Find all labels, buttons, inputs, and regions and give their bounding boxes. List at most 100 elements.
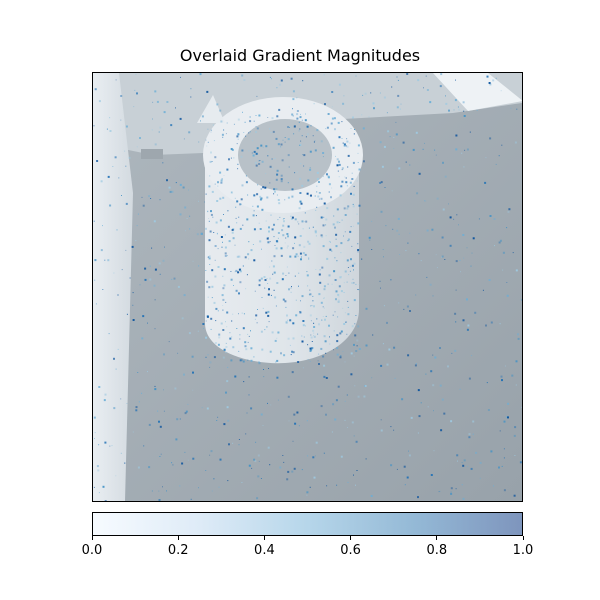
gradient-speck (180, 76, 181, 78)
gradient-speck (277, 219, 279, 221)
gradient-speck (439, 347, 441, 349)
gradient-speck (347, 300, 349, 302)
gradient-speck (254, 460, 257, 463)
gradient-speck (248, 394, 250, 396)
gradient-speck (320, 216, 323, 219)
gradient-speck (489, 137, 492, 140)
gradient-speck (329, 336, 330, 338)
gradient-speck (271, 117, 274, 120)
gradient-speck (335, 245, 338, 248)
gradient-speck (318, 273, 321, 276)
gradient-speck (197, 330, 199, 332)
gradient-speck (302, 228, 304, 230)
gradient-speck (225, 301, 227, 303)
gradient-speck (278, 108, 281, 111)
gradient-speck (346, 394, 348, 396)
gradient-speck (289, 255, 292, 258)
gradient-speck (166, 179, 168, 182)
gradient-speck (430, 370, 433, 373)
gradient-speck (479, 477, 481, 479)
gradient-speck (228, 443, 230, 446)
gradient-speck (355, 350, 358, 352)
gradient-speck (368, 116, 370, 118)
gradient-speck (229, 337, 232, 340)
gradient-speck (347, 427, 348, 428)
gradient-speck (344, 312, 346, 314)
gradient-speck (280, 178, 283, 181)
gradient-speck (506, 227, 508, 229)
gradient-speck (144, 278, 147, 281)
gradient-speck (109, 117, 111, 119)
gradient-speck (256, 205, 259, 208)
gradient-speck (340, 242, 343, 245)
gradient-speck (286, 314, 288, 317)
gradient-speck (339, 194, 342, 197)
gradient-speck (479, 461, 482, 464)
gradient-speck (316, 129, 319, 132)
gradient-speck (142, 204, 145, 207)
gradient-speck (310, 320, 312, 322)
gradient-speck (170, 124, 173, 127)
gradient-speck (209, 160, 212, 163)
gradient-speck (239, 281, 242, 284)
gradient-speck (136, 225, 138, 227)
gradient-speck (275, 188, 278, 190)
gradient-speck (135, 240, 137, 242)
gradient-speck (304, 119, 307, 122)
gradient-speck (309, 349, 312, 352)
gradient-speck (243, 79, 246, 81)
gradient-speck (380, 429, 383, 432)
gradient-speck (186, 218, 188, 219)
gradient-speck (329, 241, 331, 243)
gradient-speck (209, 366, 211, 368)
gradient-speck (351, 178, 354, 180)
gradient-speck (124, 462, 126, 464)
gradient-speck (396, 468, 398, 470)
gradient-speck (275, 137, 278, 140)
gradient-speck (273, 236, 275, 238)
gradient-speck (296, 113, 299, 116)
gradient-speck (209, 175, 211, 177)
gradient-speck (269, 128, 271, 130)
gradient-speck (109, 204, 112, 207)
gradient-speck (352, 193, 355, 196)
gradient-speck (336, 334, 339, 337)
gradient-speck (455, 321, 457, 323)
gradient-speck (244, 256, 247, 259)
gradient-speck (263, 276, 266, 278)
gradient-speck (284, 242, 286, 244)
gradient-speck (257, 454, 260, 457)
gradient-speck (282, 298, 285, 301)
gradient-speck (342, 102, 345, 105)
gradient-speck (222, 298, 225, 301)
gradient-speck (301, 119, 303, 121)
gradient-speck (205, 356, 207, 358)
gradient-speck (293, 125, 296, 128)
gradient-speck (314, 149, 317, 152)
gradient-speck (274, 190, 276, 193)
gradient-speck (435, 254, 437, 256)
gradient-speck (184, 412, 187, 415)
gradient-speck (425, 373, 427, 375)
gradient-speck (253, 120, 255, 122)
gradient-speck (344, 361, 346, 363)
gradient-speck (347, 481, 349, 483)
gradient-speck (469, 131, 471, 133)
gradient-speck (517, 337, 520, 340)
gradient-speck (390, 464, 393, 467)
gradient-speck (284, 199, 286, 201)
gradient-speck (93, 220, 95, 222)
gradient-speck (251, 467, 253, 469)
gradient-speck (312, 329, 315, 332)
gradient-speck (358, 289, 360, 291)
gradient-speck (266, 196, 269, 199)
gradient-speck (290, 354, 292, 356)
gradient-speck (288, 166, 290, 168)
gradient-speck (227, 419, 230, 422)
gradient-speck (344, 419, 346, 421)
gradient-speck (429, 101, 432, 104)
gradient-speck (444, 175, 447, 178)
gradient-speck (368, 236, 371, 239)
gradient-speck (298, 285, 299, 287)
gradient-speck (222, 309, 224, 311)
